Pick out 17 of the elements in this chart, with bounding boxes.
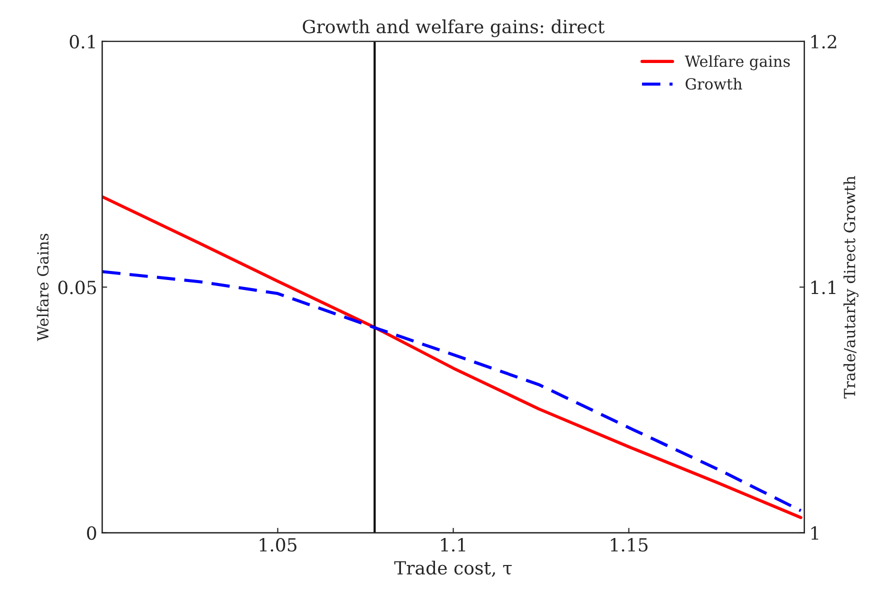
y-tick-label: 0.05	[58, 280, 96, 294]
y2-tick-label: 1.2	[811, 34, 836, 49]
legend-label: Growth	[686, 78, 742, 90]
x-tick-label: 1.1	[441, 538, 466, 552]
y-tick-label: 0.1	[70, 34, 95, 49]
line-series	[102, 270, 802, 512]
x-axis-title: Trade cost, τ	[394, 560, 512, 577]
y-axis-title: Welfare Gains	[36, 234, 49, 342]
y-tick-label: 0	[87, 526, 96, 540]
y2-axis-title: Trade/autarky direct Growth	[843, 176, 858, 399]
chart-title: Growth and welfare gains: direct	[302, 19, 605, 38]
x-tick-label: 1.05	[260, 538, 296, 552]
line-series	[102, 195, 802, 520]
y2-tick-label: 1.1	[811, 280, 836, 294]
x-tick-label: 1.15	[610, 538, 648, 552]
legend-label: Welfare gains	[684, 55, 790, 70]
y2-tick-label: 1	[811, 526, 818, 540]
